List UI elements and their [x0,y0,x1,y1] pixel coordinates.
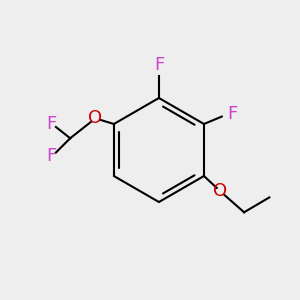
Text: F: F [46,147,57,165]
Text: O: O [88,109,103,127]
Text: F: F [46,115,57,133]
Text: F: F [154,56,164,74]
Text: F: F [228,105,238,123]
Text: O: O [213,182,227,200]
